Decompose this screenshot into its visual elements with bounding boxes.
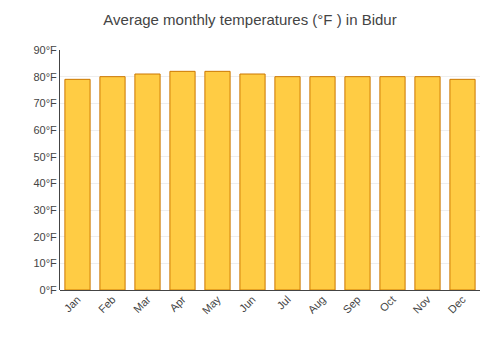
svg-text:Jun: Jun bbox=[237, 293, 258, 314]
svg-text:70°F: 70°F bbox=[33, 97, 57, 109]
svg-text:10°F: 10°F bbox=[33, 257, 57, 269]
svg-text:80°F: 80°F bbox=[33, 71, 57, 83]
svg-text:Average monthly temperatures (: Average monthly temperatures (°F ) in Bi… bbox=[103, 11, 396, 28]
svg-text:Jan: Jan bbox=[62, 293, 83, 314]
svg-text:0°F: 0°F bbox=[40, 284, 58, 296]
svg-text:Oct: Oct bbox=[377, 293, 398, 314]
svg-text:50°F: 50°F bbox=[33, 151, 57, 163]
svg-text:20°F: 20°F bbox=[33, 231, 57, 243]
svg-text:60°F: 60°F bbox=[33, 124, 57, 136]
svg-text:Nov: Nov bbox=[410, 293, 433, 316]
svg-text:May: May bbox=[200, 293, 224, 317]
svg-text:90°F: 90°F bbox=[33, 44, 57, 56]
svg-text:40°F: 40°F bbox=[33, 177, 57, 189]
svg-text:Dec: Dec bbox=[445, 293, 468, 316]
svg-text:Feb: Feb bbox=[96, 293, 118, 315]
svg-text:Aug: Aug bbox=[305, 293, 327, 315]
svg-text:30°F: 30°F bbox=[33, 204, 57, 216]
svg-text:Sep: Sep bbox=[340, 293, 362, 315]
svg-text:Jul: Jul bbox=[274, 293, 292, 311]
svg-text:Apr: Apr bbox=[167, 293, 188, 314]
svg-text:Mar: Mar bbox=[131, 293, 153, 315]
